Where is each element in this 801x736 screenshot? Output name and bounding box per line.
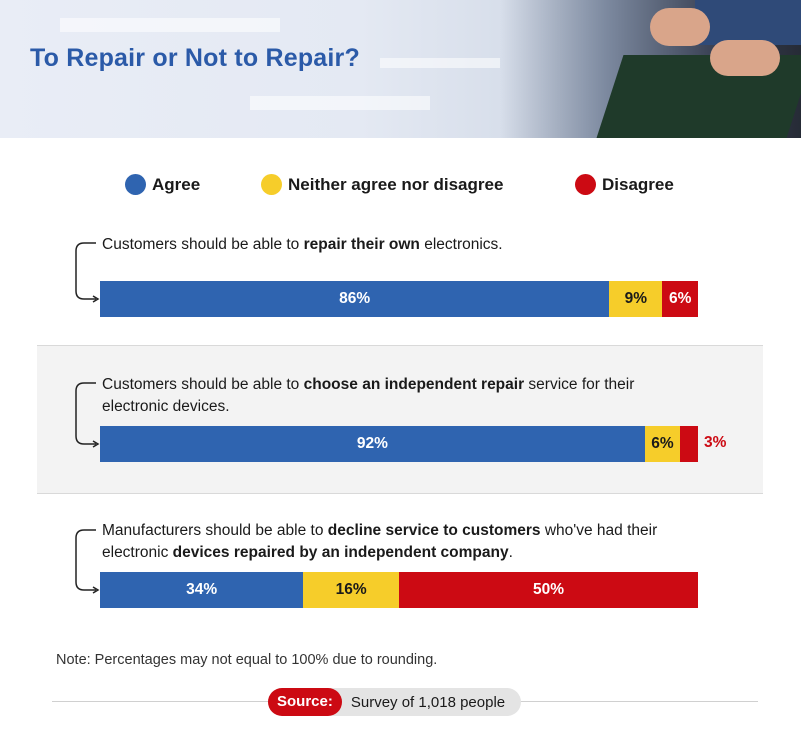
bracket-3 xyxy=(75,529,96,591)
legend-swatch-agree xyxy=(125,174,146,195)
bar-segment-disagree-3: 50% xyxy=(399,572,698,608)
bracket-1 xyxy=(75,242,96,300)
bar-row-2: 92% 6% 3% xyxy=(100,426,726,462)
statement-3-bold: decline service to customers xyxy=(327,522,541,539)
data-label-agree-3: 34% xyxy=(186,581,218,598)
row-band-2 xyxy=(37,345,763,494)
legend-label-agree: Agree xyxy=(152,174,201,194)
legend-item-disagree: Disagree xyxy=(575,174,674,195)
statement-3-bold2: devices repaired by an independent compa… xyxy=(172,544,509,561)
source-pill: Source: Survey of 1,018 people xyxy=(268,688,522,716)
statement-1-pre: Customers should be able to xyxy=(102,236,304,253)
bar-row-1: 86% 9% 6% xyxy=(100,281,698,317)
data-label-disagree-3: 50% xyxy=(532,581,565,598)
legend-item-neither: Neither agree nor disagree xyxy=(261,174,503,195)
statement-2: Customers should be able to choose an in… xyxy=(102,374,662,418)
statement-1: Customers should be able to repair their… xyxy=(102,234,702,256)
bar-segment-neither-3: 16% xyxy=(303,572,399,608)
legend-swatch-neither xyxy=(261,174,282,195)
footnote: Note: Percentages may not equal to 100% … xyxy=(56,652,438,668)
statement-3-pre: Manufacturers should be able to xyxy=(102,522,328,539)
statement-3: Manufacturers should be able to decline … xyxy=(102,520,682,564)
header-banner: To Repair or Not to Repair? xyxy=(0,0,801,138)
bar-segment-agree-3: 34% xyxy=(100,572,304,608)
data-label-disagree-1: 6% xyxy=(669,290,692,307)
bar-segment-agree-1: 86% xyxy=(100,281,610,317)
data-label-agree-2: 92% xyxy=(356,435,388,452)
statement-3-post2: . xyxy=(508,544,513,561)
header-photo xyxy=(500,0,801,138)
bar-segment-neither-2: 6% xyxy=(644,426,681,462)
legend-label-disagree: Disagree xyxy=(602,174,674,194)
bracket-2-arrow xyxy=(92,440,100,448)
bracket-3-arrow xyxy=(92,586,100,594)
legend-swatch-disagree xyxy=(575,174,596,195)
bar-row-3: 34% 16% 50% xyxy=(100,572,698,608)
statement-2-pre: Customers should be able to xyxy=(102,376,304,393)
bar-segment-disagree-2 xyxy=(680,426,698,462)
source-text: Survey of 1,018 people xyxy=(350,693,506,711)
legend-item-agree: Agree xyxy=(125,174,200,195)
data-label-neither-1: 9% xyxy=(624,290,648,307)
chart-legend: Agree Neither agree nor disagree Disagre… xyxy=(0,174,801,198)
row-divider-top xyxy=(37,345,763,346)
data-label-neither-2: 6% xyxy=(651,435,674,452)
data-label-disagree-2: 3% xyxy=(704,434,727,451)
statement-1-post: electronics. xyxy=(419,236,503,253)
page-title: To Repair or Not to Repair? xyxy=(30,44,360,72)
statement-2-bold: choose an independent repair xyxy=(303,376,525,393)
statement-1-bold: repair their own xyxy=(303,236,420,253)
bar-segment-agree-2: 92% xyxy=(100,426,645,462)
statement-3-post: who've had their electronic xyxy=(102,522,658,561)
source-label: Source: xyxy=(268,688,342,716)
bracket-2 xyxy=(75,382,96,445)
data-label-neither-3: 16% xyxy=(335,581,367,598)
legend-label-neither: Neither agree nor disagree xyxy=(288,174,504,194)
bracket-1-arrow xyxy=(92,295,100,303)
row-divider-bottom xyxy=(37,493,763,494)
bar-segment-disagree-1: 6% xyxy=(662,281,698,317)
statement-2-post: service for their electronic devices. xyxy=(102,376,635,415)
bar-segment-neither-1: 9% xyxy=(609,281,663,317)
data-label-agree-1: 86% xyxy=(339,290,371,307)
